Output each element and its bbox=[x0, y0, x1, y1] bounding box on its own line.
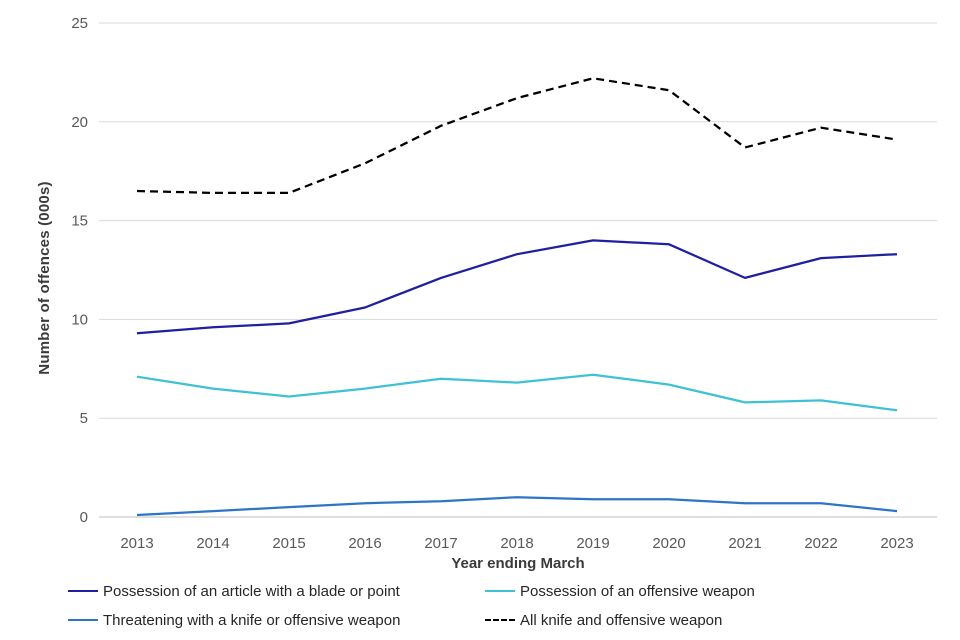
legend-row-2: Threatening with a knife or offensive we… bbox=[0, 610, 960, 630]
x-tick-label-2021: 2021 bbox=[728, 535, 761, 552]
y-tick-label-25: 25 bbox=[71, 15, 88, 32]
x-tick-label-2018: 2018 bbox=[500, 535, 533, 552]
legend-item-threatening: Threatening with a knife or offensive we… bbox=[68, 610, 400, 630]
x-axis-title: Year ending March bbox=[451, 555, 585, 572]
y-axis-title: Number of offences (000s) bbox=[36, 181, 53, 375]
series-line-2 bbox=[136, 496, 898, 517]
x-tick-label-2020: 2020 bbox=[652, 535, 685, 552]
y-tick-label-0: 0 bbox=[80, 509, 88, 526]
legend-label-threatening: Threatening with a knife or offensive we… bbox=[103, 611, 401, 629]
x-tick-label-2023: 2023 bbox=[880, 535, 913, 552]
legend-label-offensive-weapon-possession: Possession of an offensive weapon bbox=[520, 582, 755, 600]
x-tick-label-2016: 2016 bbox=[348, 535, 381, 552]
x-tick-label-2019: 2019 bbox=[576, 535, 609, 552]
y-tick-label-15: 15 bbox=[71, 213, 88, 230]
x-tick-label-2014: 2014 bbox=[196, 535, 229, 552]
black-dashed-line-swatch-icon bbox=[485, 619, 515, 621]
legend-label-all-offences: All knife and offensive weapon bbox=[520, 611, 723, 629]
x-tick-label-2015: 2015 bbox=[272, 535, 305, 552]
series-line-0 bbox=[136, 239, 898, 335]
y-tick-label-5: 5 bbox=[80, 410, 88, 427]
cyan-line-swatch-icon bbox=[485, 590, 515, 592]
blue-line-swatch-icon bbox=[68, 619, 98, 621]
series-line-3 bbox=[136, 77, 898, 195]
y-tick-label-20: 20 bbox=[71, 114, 88, 131]
legend-label-blade-possession: Possession of an article with a blade or… bbox=[103, 582, 400, 600]
x-tick-label-2022: 2022 bbox=[804, 535, 837, 552]
legend-item-all-offences: All knife and offensive weapon bbox=[485, 610, 722, 630]
y-tick-label-10: 10 bbox=[71, 311, 88, 328]
x-tick-label-2017: 2017 bbox=[424, 535, 457, 552]
legend-item-blade-possession: Possession of an article with a blade or… bbox=[68, 581, 400, 601]
legend-row-1: Possession of an article with a blade or… bbox=[0, 581, 960, 601]
navy-line-swatch-icon bbox=[68, 590, 98, 592]
legend-item-offensive-weapon-possession: Possession of an offensive weapon bbox=[485, 581, 755, 601]
x-tick-label-2013: 2013 bbox=[120, 535, 153, 552]
line-chart-plot-area: 0 5 10 15 20 25 2013 2014 2015 2016 2017 2018 2019 20… bbox=[71, 15, 937, 552]
series-line-1 bbox=[136, 373, 898, 412]
